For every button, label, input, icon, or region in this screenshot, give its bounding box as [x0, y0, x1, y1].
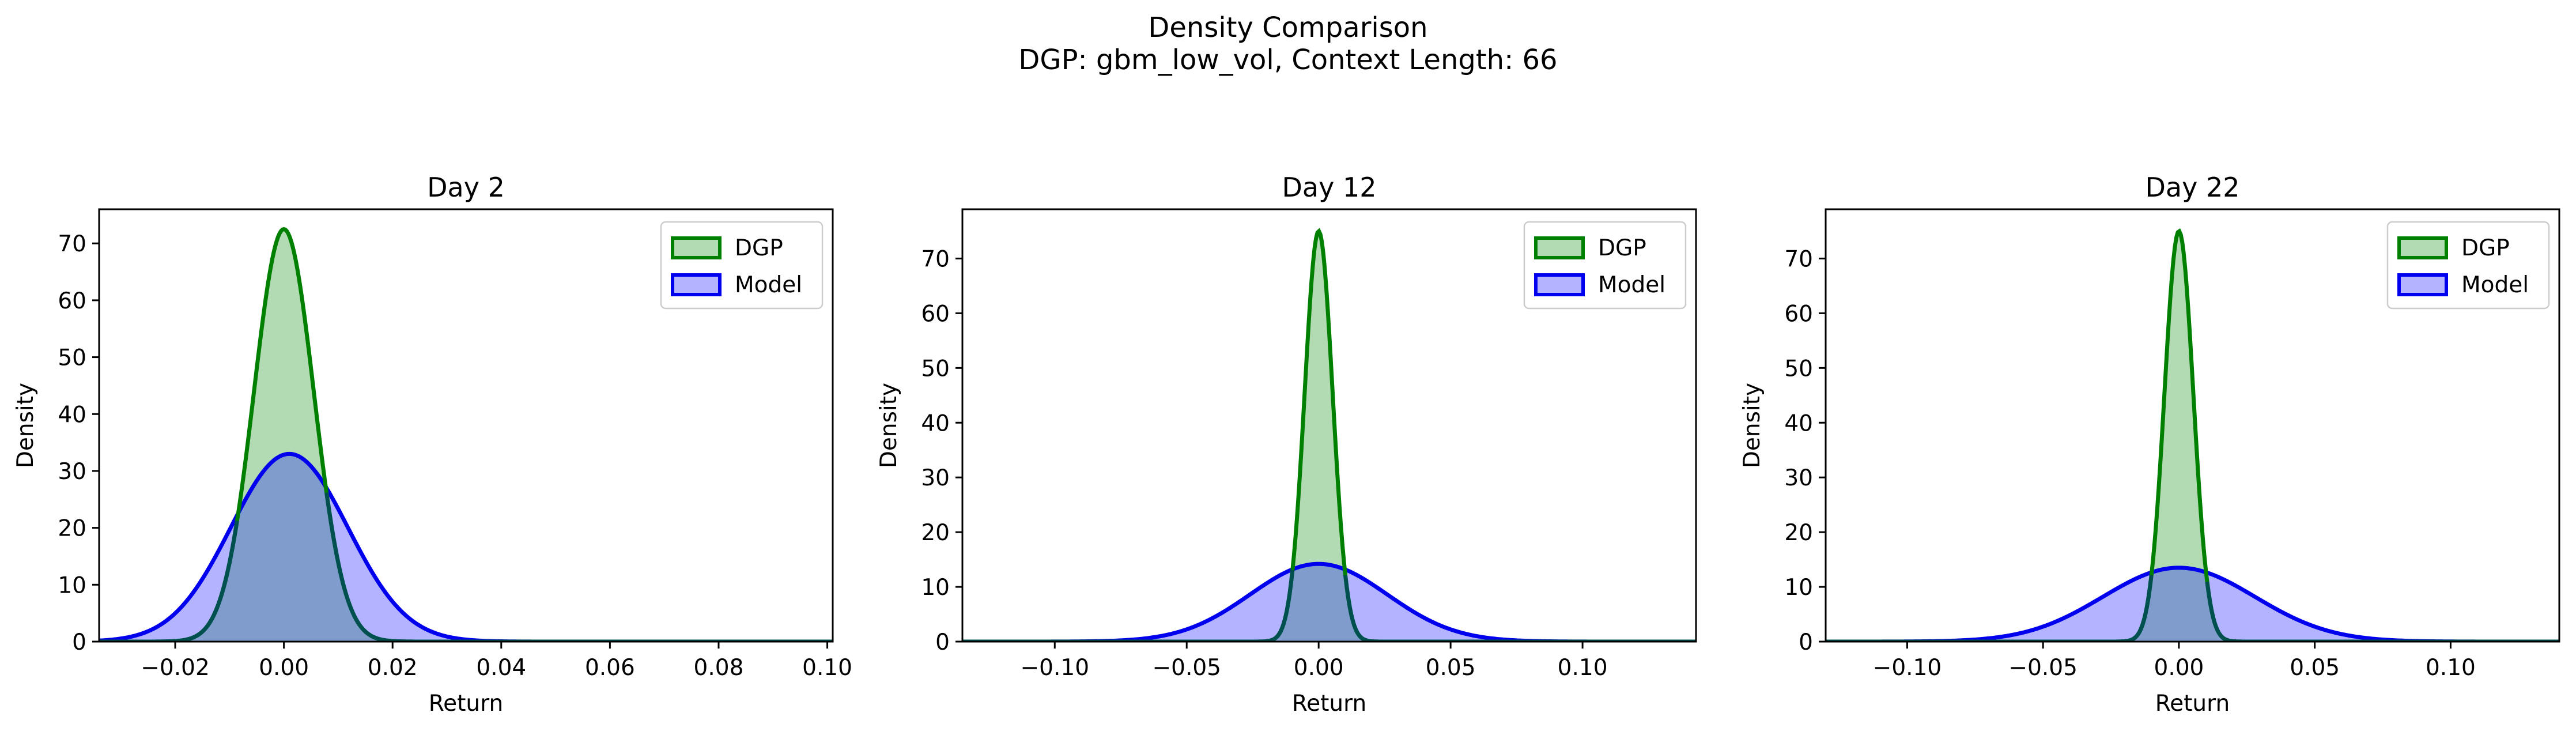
y-tick-label-1-2: 20 [58, 516, 86, 542]
panel-2: −0.10 −0.05 0.00 0.05 0.10 0 10 20 30 40 50 60 70 Day… [876, 172, 1697, 717]
y-tick-label-2-3: 30 [921, 465, 950, 491]
panel-1: −0.02 0.00 0.02 0.04 0.06 0.08 0.10 0 10 20 30 40 50… [13, 172, 852, 717]
x-axis-label-1: Return [429, 691, 503, 717]
dgp-fill-3 [1826, 231, 2559, 642]
y-tick-label-1-3: 30 [58, 459, 86, 485]
model-line-1 [99, 451, 833, 642]
dgp-fill-2 [962, 231, 1696, 642]
legend-swatch-3-1 [2397, 273, 2448, 296]
x-axis-label-2: Return [1292, 691, 1366, 717]
x-tick-label-2-2: 0.00 [1294, 655, 1344, 681]
panel-3: −0.10 −0.05 0.00 0.05 0.10 0 10 20 30 40 50 60 70 Day… [1739, 172, 2560, 717]
legend-label-3-1: Model [2461, 272, 2529, 298]
legend-1: DGP Model [660, 221, 824, 310]
legend-label-1-1: Model [735, 272, 802, 298]
x-tick-label-1-2: 0.02 [368, 655, 418, 681]
x-tick-label-1-4: 0.06 [585, 655, 635, 681]
y-tick-label-2-7: 70 [921, 246, 950, 272]
overlap-fill-3 [1826, 567, 2559, 642]
y-tick-label-2-6: 60 [921, 301, 950, 327]
axes-frame-2 [961, 208, 1697, 643]
x-tick-label-3-3: 0.05 [2290, 655, 2340, 681]
x-tick-label-1-5: 0.08 [694, 655, 744, 681]
y-axis-label-3: Density [1739, 383, 1765, 468]
y-axis-label-2: Density [876, 383, 902, 468]
y-tick-label-1-7: 70 [58, 231, 86, 257]
legend-label-3-0: DGP [2461, 235, 2510, 261]
x-tick-label-3-1: −0.05 [2008, 655, 2078, 681]
panel-title-1: Day 2 [427, 172, 505, 203]
y-tick-label-3-4: 40 [1784, 410, 1813, 436]
y-axis-label-1: Density [13, 383, 39, 468]
x-tick-label-2-4: 0.10 [1558, 655, 1608, 681]
legend-label-1-0: DGP [735, 235, 783, 261]
y-tick-label-1-6: 60 [58, 288, 86, 314]
x-tick-label-2-0: −0.10 [1021, 655, 1090, 681]
x-tick-label-2-1: −0.05 [1152, 655, 1221, 681]
overlap-fill-1 [99, 454, 833, 642]
legend-swatch-1-0 [671, 236, 722, 259]
y-tick-label-3-7: 70 [1784, 246, 1813, 272]
legend-swatch-2-0 [1534, 236, 1585, 259]
legend-label-2-0: DGP [1598, 235, 1646, 261]
x-tick-label-2-3: 0.05 [1426, 655, 1476, 681]
legend-3: DGP Model [2386, 221, 2550, 310]
y-tick-label-3-2: 20 [1784, 520, 1813, 546]
legend-2: DGP Model [1523, 221, 1687, 310]
dgp-line-3 [1826, 228, 2559, 642]
figure-subtitle: DGP: gbm_low_vol, Context Length: 66 [1018, 44, 1558, 76]
y-tick-label-2-0: 0 [935, 630, 950, 655]
figure-title: Density Comparison [1148, 12, 1428, 44]
y-tick-label-3-5: 50 [1784, 356, 1813, 382]
x-tick-label-1-3: 0.04 [476, 655, 526, 681]
y-tick-label-3-0: 0 [1799, 630, 1813, 655]
y-tick-label-2-1: 10 [921, 575, 950, 601]
y-tick-label-2-4: 40 [921, 410, 950, 436]
x-tick-label-3-2: 0.00 [2154, 655, 2204, 681]
y-tick-label-3-1: 10 [1784, 575, 1813, 601]
legend-swatch-2-1 [1534, 273, 1585, 296]
panel-title-3: Day 22 [2146, 172, 2240, 203]
y-tick-label-3-3: 30 [1784, 465, 1813, 491]
legend-label-2-1: Model [1598, 272, 1665, 298]
panel-title-2: Day 12 [1282, 172, 1377, 203]
legend-swatch-1-1 [671, 273, 722, 296]
y-tick-label-2-2: 20 [921, 520, 950, 546]
dgp-line-2 [962, 228, 1696, 642]
x-tick-label-3-4: 0.10 [2426, 655, 2476, 681]
axes-frame-3 [1825, 208, 2560, 643]
x-tick-label-3-0: −0.10 [1873, 655, 1942, 681]
y-tick-label-1-1: 10 [58, 572, 86, 598]
y-tick-label-1-4: 40 [58, 402, 86, 428]
model-fill-1 [99, 454, 833, 642]
overlap-fill-2 [962, 564, 1696, 642]
legend-swatch-3-0 [2397, 236, 2448, 259]
x-tick-label-1-1: 0.00 [259, 655, 309, 681]
y-tick-label-2-5: 50 [921, 356, 950, 382]
x-tick-label-1-6: 0.10 [802, 655, 852, 681]
x-tick-label-1-0: −0.02 [141, 655, 210, 681]
axes-frame-1 [98, 208, 834, 643]
y-tick-label-1-5: 50 [58, 345, 86, 371]
y-tick-label-3-6: 60 [1784, 301, 1813, 327]
x-axis-label-3: Return [2155, 691, 2230, 717]
y-tick-label-1-0: 0 [72, 630, 86, 655]
